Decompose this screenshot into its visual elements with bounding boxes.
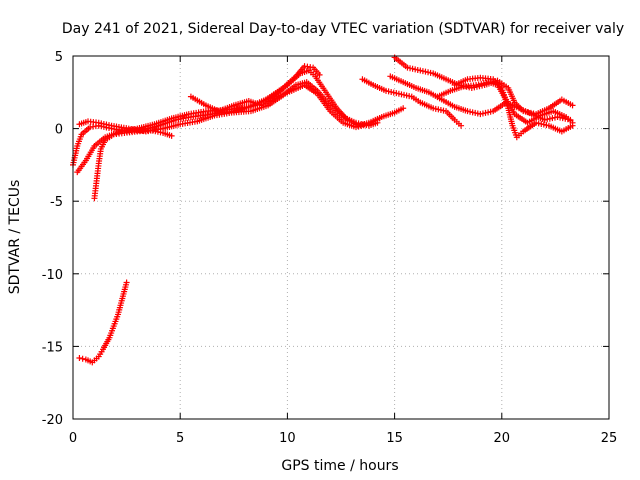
data-point (76, 355, 83, 362)
data-series (70, 54, 576, 366)
x-tick-label: 25 (601, 431, 618, 446)
data-point (376, 115, 383, 122)
data-point (569, 119, 576, 126)
data-point (123, 279, 130, 286)
x-tick-label: 0 (69, 431, 77, 446)
series-track-2 (74, 63, 323, 176)
series-track-5 (187, 82, 383, 131)
y-tick-label: -15 (42, 340, 63, 355)
y-tick-label: -5 (50, 195, 63, 210)
data-point (569, 102, 576, 109)
x-axis-label: GPS time / hours (281, 458, 398, 474)
y-axis-label: SDTVAR / TECUs (7, 180, 23, 295)
y-tick-label: 0 (55, 123, 63, 138)
x-tick-label: 5 (176, 431, 184, 446)
data-point (458, 122, 465, 129)
x-tick-label: 15 (386, 431, 403, 446)
data-point (79, 355, 86, 362)
x-tick-label: 20 (494, 431, 511, 446)
chart-title: Day 241 of 2021, Sidereal Day-to-day VTE… (62, 21, 624, 37)
y-axis-ticks: -20 -15 -10 -5 0 5 (42, 50, 609, 428)
series-track-10 (434, 79, 576, 126)
x-tick-label: 10 (279, 431, 296, 446)
series-track-11 (76, 279, 130, 366)
data-point (316, 71, 323, 78)
y-tick-label: -20 (42, 413, 63, 428)
plot-frame (72, 55, 610, 420)
series-track-6 (359, 76, 465, 129)
y-tick-label: 5 (55, 50, 63, 65)
series-track-4 (91, 127, 175, 202)
data-point (400, 105, 407, 112)
series-track-1 (70, 67, 407, 168)
data-point (168, 132, 175, 139)
y-tick-label: -10 (42, 268, 63, 283)
